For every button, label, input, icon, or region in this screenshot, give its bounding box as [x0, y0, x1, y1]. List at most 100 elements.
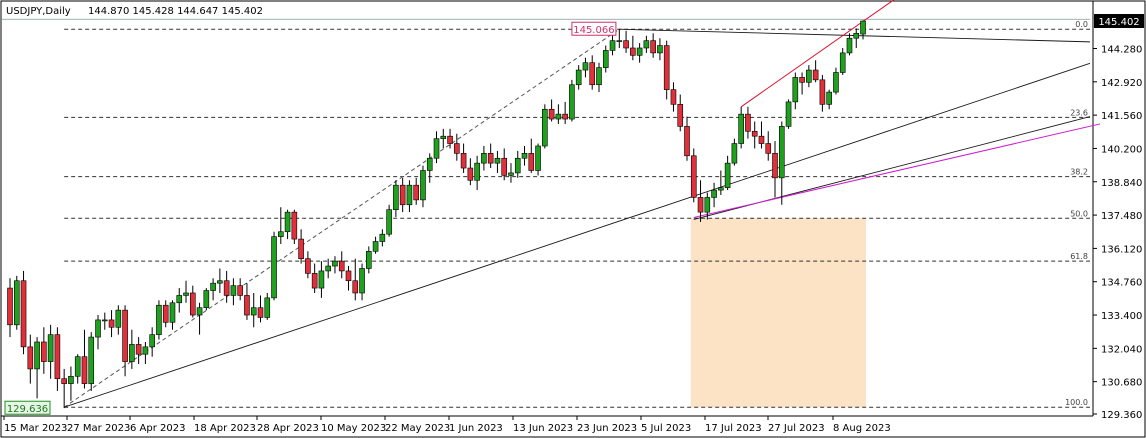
fib-level-label: 23.6 — [1070, 108, 1088, 117]
bear-candle — [765, 143, 772, 154]
bull-candle — [806, 69, 812, 83]
bull-candle — [785, 101, 792, 127]
bull-candle — [826, 91, 832, 105]
bull-candle — [34, 341, 40, 370]
y-tick-label: 129.360 — [1101, 410, 1142, 421]
bull-candle — [88, 336, 95, 384]
y-tick-label: 137.480 — [1101, 211, 1142, 222]
bull-candle — [542, 108, 548, 147]
bull-candle — [657, 45, 663, 54]
bull-candle — [379, 233, 386, 242]
bear-candle — [751, 130, 758, 137]
bear-candle — [799, 77, 805, 83]
bull-candle — [609, 40, 616, 51]
bull-candle — [129, 344, 135, 362]
bull-candle — [426, 157, 433, 171]
bull-candle — [474, 162, 480, 181]
bear-candle — [413, 184, 420, 201]
x-tick-label: 27 Jul 2023 — [768, 423, 825, 434]
fib-level-label: 61.8 — [1070, 252, 1088, 261]
bull-candle — [183, 292, 189, 296]
bull-candle — [636, 47, 643, 56]
bear-candle — [27, 346, 34, 370]
bear-candle — [690, 155, 697, 198]
bear-candle — [447, 135, 453, 144]
bear-candle — [460, 153, 467, 169]
bull-candle — [602, 50, 609, 68]
bear-candle — [352, 280, 359, 294]
bull-candle — [318, 270, 325, 289]
bear-candle — [237, 285, 243, 296]
bear-candle — [54, 334, 61, 380]
swing-high-box — [571, 21, 617, 36]
bear-candle — [122, 309, 128, 362]
bear-candle — [772, 153, 778, 179]
swing-low-box — [4, 400, 51, 415]
y-tick-label: 138.840 — [1101, 178, 1142, 189]
bull-candle — [325, 265, 331, 272]
symbol-timeframe: USDJPY,Daily — [6, 6, 71, 17]
bull-candle — [596, 67, 602, 86]
bear-candle — [81, 356, 88, 384]
bear-candle — [20, 280, 27, 348]
y-tick-label: 130.680 — [1101, 378, 1142, 389]
swing-low-label: 129.636 — [7, 404, 48, 415]
bull-candle — [420, 170, 426, 201]
bull-candle — [95, 319, 101, 338]
bull-candle — [582, 62, 589, 71]
y-tick-label: 140.200 — [1101, 144, 1142, 155]
bull-candle — [433, 138, 440, 159]
y-tick-label: 142.920 — [1101, 78, 1142, 89]
bull-candle — [386, 209, 392, 235]
bear-candle — [399, 184, 406, 206]
bear-candle — [670, 89, 677, 105]
bull-candle — [74, 356, 81, 377]
bull-candle — [508, 172, 514, 176]
y-tick-label: 144.280 — [1101, 44, 1142, 55]
bull-candle — [393, 184, 399, 210]
x-tick-label: 15 Mar 2023 — [4, 423, 67, 434]
bull-candle — [406, 184, 413, 206]
x-tick-label: 22 May 2023 — [385, 423, 450, 434]
fib-level-label: 38.2 — [1070, 168, 1088, 177]
bear-candle — [338, 260, 345, 272]
fib-level-label: 0.0 — [1075, 20, 1088, 29]
x-tick-label: 10 May 2023 — [321, 423, 386, 434]
last-price-box — [1094, 14, 1144, 28]
bull-candle — [196, 307, 203, 316]
bull-candle — [250, 307, 257, 316]
bear-candle — [487, 153, 494, 164]
bull-candle — [210, 282, 216, 291]
bear-candle — [291, 211, 298, 240]
bear-candle — [257, 307, 264, 318]
bull-candle — [101, 319, 108, 322]
bull-candle — [47, 334, 54, 362]
y-tick-label: 133.400 — [1101, 311, 1142, 322]
magenta-trendline — [693, 123, 1101, 219]
bear-candle — [589, 62, 596, 86]
bull-candle — [778, 126, 785, 179]
bull-candle — [704, 197, 711, 213]
swing-high-label: 145.066 — [573, 25, 614, 36]
bear-candle — [650, 40, 656, 54]
bear-candle — [758, 135, 765, 144]
bear-candle — [7, 287, 13, 326]
bull-candle — [115, 309, 122, 328]
bull-candle — [284, 211, 291, 233]
bull-candle — [569, 84, 575, 120]
x-tick-label: 28 Apr 2023 — [257, 423, 319, 434]
bull-candle — [575, 69, 582, 86]
bear-candle — [61, 378, 67, 384]
bear-candle — [528, 153, 535, 171]
x-tick-label: 8 Aug 2023 — [833, 423, 891, 434]
bull-candle — [724, 162, 731, 188]
bull-candle — [853, 32, 860, 39]
bull-candle — [372, 241, 379, 252]
x-tick-label: 6 Apr 2023 — [130, 423, 185, 434]
bull-candle — [494, 157, 501, 164]
bull-candle — [332, 260, 338, 267]
bear-candle — [548, 108, 555, 120]
